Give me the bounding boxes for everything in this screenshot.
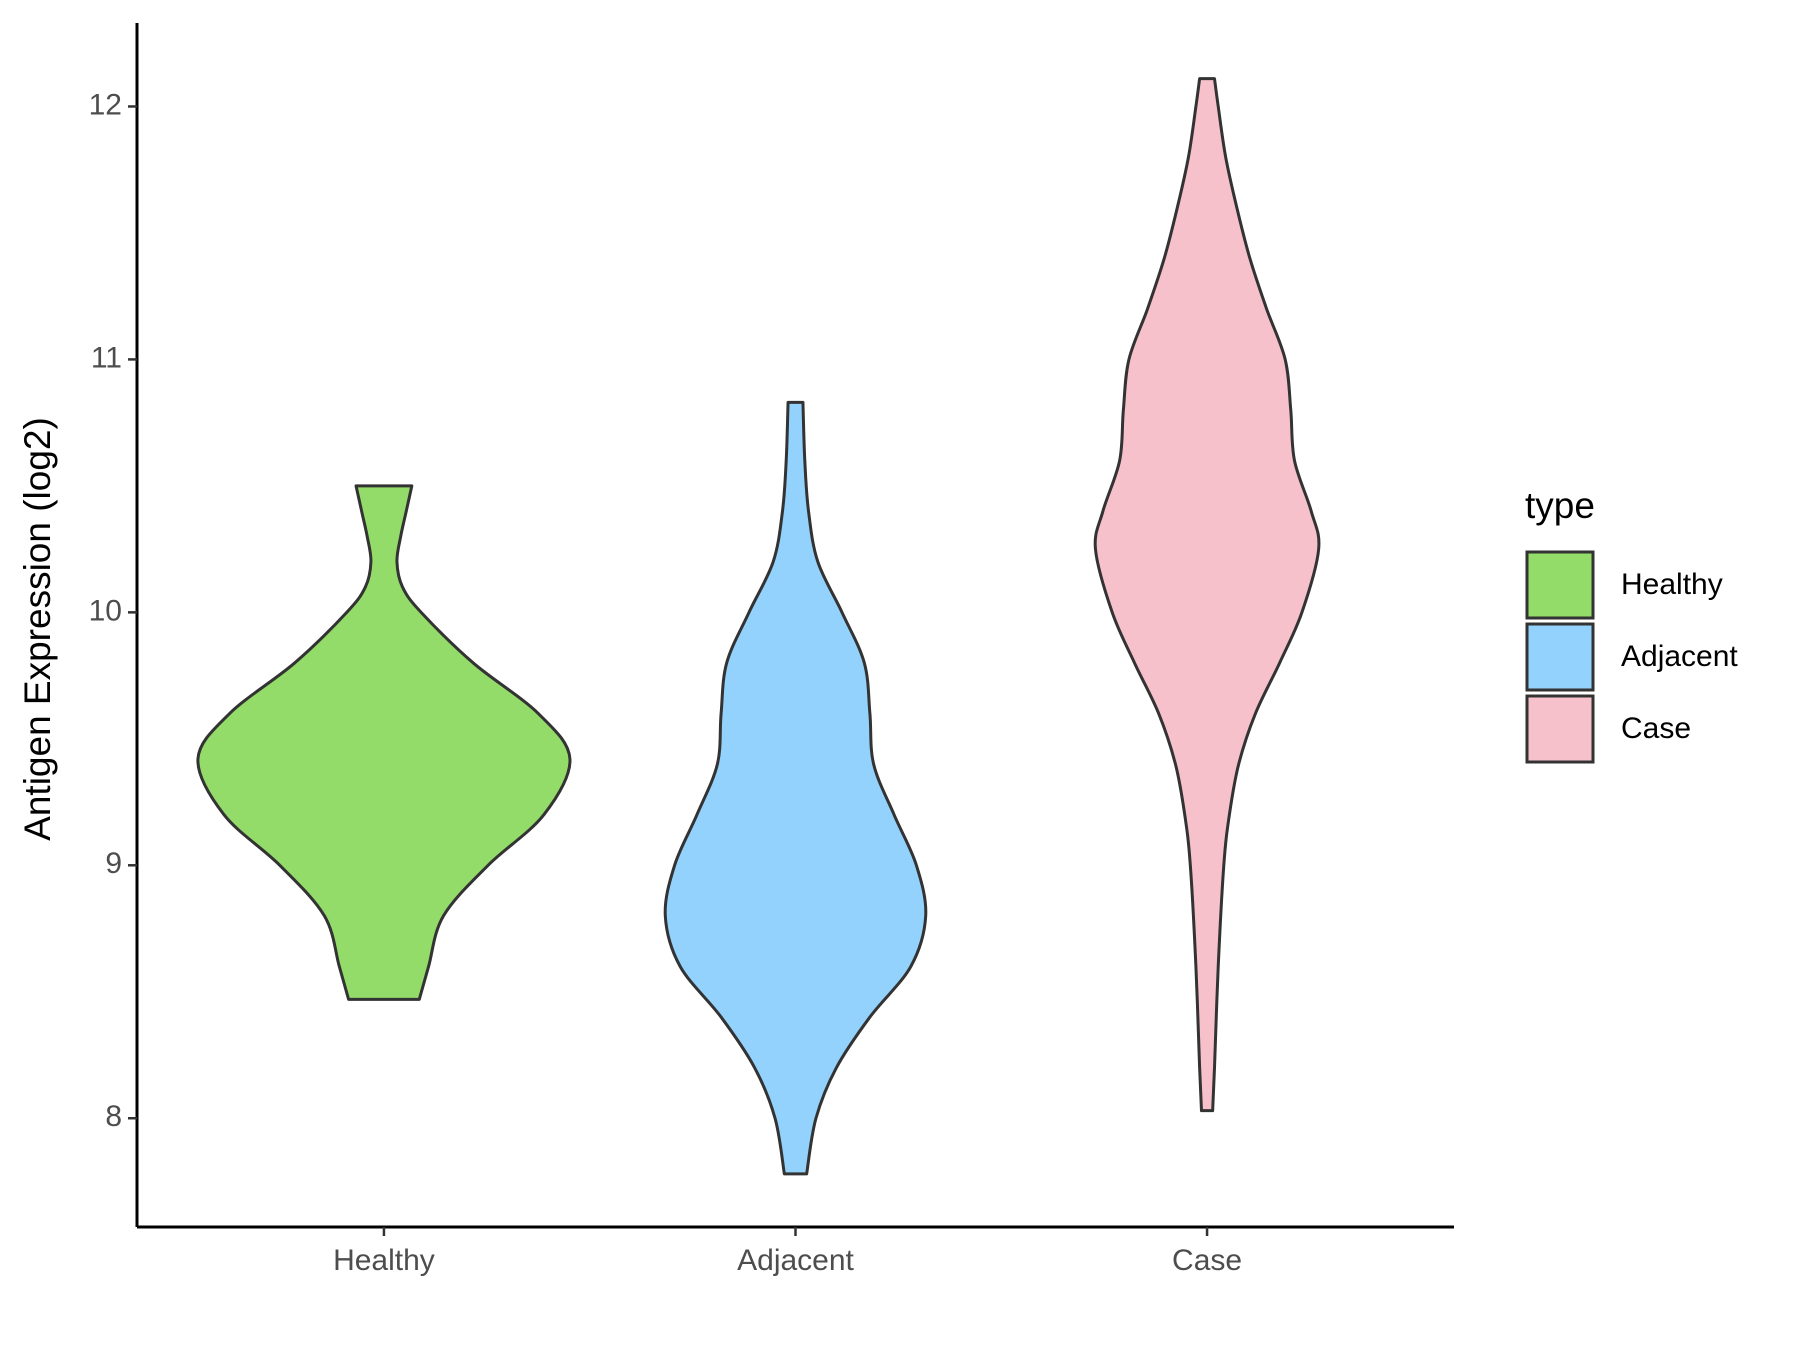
legend-title: type [1525, 485, 1595, 526]
legend-label: Adjacent [1621, 640, 1738, 673]
x-tick-label: Healthy [333, 1244, 435, 1277]
legend-label: Healthy [1621, 568, 1723, 601]
y-tick-label: 11 [91, 341, 122, 374]
legend-key [1525, 550, 1595, 620]
legend-key [1525, 694, 1595, 764]
x-tick-label: Case [1172, 1244, 1242, 1277]
y-tick-label: 10 [89, 594, 122, 627]
violin [1093, 77, 1321, 1113]
violin [663, 400, 928, 1176]
y-tick-label: 8 [105, 1100, 122, 1133]
y-tick-label: 9 [105, 847, 122, 880]
legend-label: Case [1621, 712, 1691, 745]
violin [196, 484, 572, 1001]
y-axis-title: Antigen Expression (log2) [17, 417, 58, 841]
x-tick-label: Adjacent [737, 1244, 854, 1277]
y-tick-label: 12 [89, 88, 122, 121]
legend-key [1525, 622, 1595, 692]
